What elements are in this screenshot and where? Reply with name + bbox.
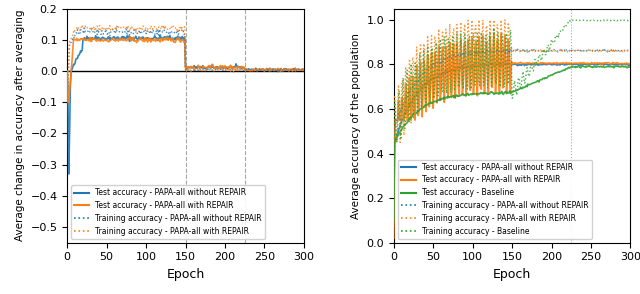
Legend: Test accuracy - PAPA-all without REPAIR, Test accuracy - PAPA-all with REPAIR, T: Test accuracy - PAPA-all without REPAIR,… [71,185,265,239]
Y-axis label: Average change in accuracy after averaging: Average change in accuracy after averagi… [15,10,25,241]
X-axis label: Epoch: Epoch [166,268,205,281]
Y-axis label: Average accuracy of the population: Average accuracy of the population [351,33,361,219]
Legend: Test accuracy - PAPA-all without REPAIR, Test accuracy - PAPA-all with REPAIR, T: Test accuracy - PAPA-all without REPAIR,… [397,160,592,239]
X-axis label: Epoch: Epoch [493,268,531,281]
